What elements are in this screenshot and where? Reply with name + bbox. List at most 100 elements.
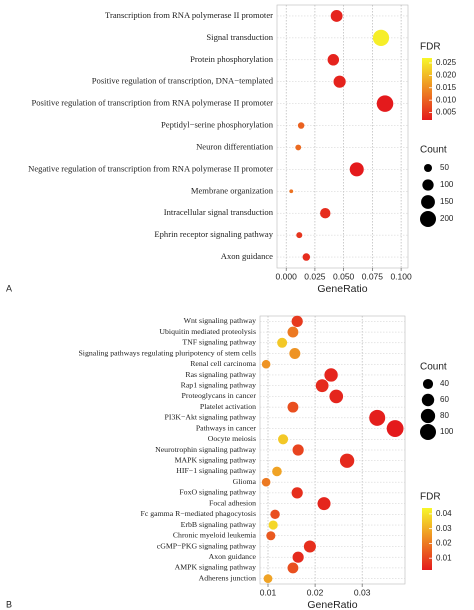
y-tick-label: Platelet activation [200,402,256,411]
x-tick-label: 0.03 [354,587,371,597]
bubble [324,368,338,382]
bubble [289,348,301,360]
size-legend-label: 100 [440,427,454,436]
y-tick-label: Axon guidance [209,552,257,561]
x-axis-title: GeneRatio [307,599,357,610]
color-bar [422,58,432,120]
bubble [369,409,386,426]
y-tick-label: Positive regulation of transcription, DN… [92,76,274,86]
y-tick-label: Neurotrophin signaling pathway [155,445,256,454]
size-legend-title: Count [420,145,447,156]
bubble [333,75,346,88]
size-legend-title: Count [420,362,447,373]
y-tick-label: Intracellular signal transduction [164,207,274,217]
y-tick-label: Transcription from RNA polymerase II pro… [105,10,273,20]
color-tick-label: 0.025 [436,58,457,67]
size-legend-key [421,393,435,407]
size-legend-key [421,195,435,209]
size-legend-label: 40 [440,379,449,388]
y-tick-label: Renal cell carcinoma [190,359,256,368]
y-tick-label: MAPK signaling pathway [175,456,257,465]
color-tick-label: 0.04 [436,509,452,518]
bubble [277,337,288,348]
bubble [376,95,394,112]
bubble [320,207,331,219]
color-tick-label: 0.005 [436,108,457,117]
size-legend-key [422,378,434,390]
y-tick-label: Positive regulation of transcription fro… [31,98,273,108]
bubble [287,326,299,338]
x-tick-label: 0.02 [307,587,324,597]
color-tick-label: 0.015 [436,83,457,92]
y-tick-label: FoxO signaling pathway [179,488,256,497]
color-tick-label: 0.02 [436,539,452,548]
y-tick-label: Peptidyl−serine phosphorylation [161,120,274,130]
size-legend-label: 80 [440,411,449,420]
bubble [292,444,304,456]
bubble [291,315,303,327]
y-tick-label: Ras signaling pathway [185,370,256,379]
y-tick-label: Membrane organization [191,185,274,195]
panel-label: B [6,599,12,609]
bubble [261,359,271,369]
bubble [266,531,276,541]
y-tick-label: ErbB signaling pathway [181,520,256,529]
y-tick-label: Glioma [233,477,257,486]
bubble [295,144,302,151]
bubble [287,562,299,574]
y-tick-label: Focal adhesion [209,498,256,507]
y-tick-label: Oocyte meiosis [208,434,256,443]
y-tick-label: Chronic myeloid leukemia [173,531,257,540]
x-tick-label: 0.075 [362,271,384,281]
bubble [303,540,316,553]
color-tick-label: 0.03 [436,524,452,533]
bubble [372,29,390,46]
x-axis-title: GeneRatio [317,283,367,295]
y-tick-label: Rap1 signaling pathway [181,380,256,389]
y-tick-label: Fc gamma R−mediated phagocytosis [141,509,256,518]
bubble [339,453,355,468]
color-legend-title: FDR [420,42,441,53]
y-tick-label: HIF−1 signaling pathway [176,466,256,475]
size-legend-label: 200 [440,214,454,223]
y-tick-label: Pathways in cancer [196,423,257,432]
bubble [315,379,329,393]
size-legend-label: 60 [440,395,449,404]
x-tick-label: 0.000 [276,271,298,281]
size-legend-label: 100 [440,180,454,189]
y-tick-label: Neuron differentiation [196,141,274,151]
x-tick-label: 0.01 [260,587,277,597]
bubble [297,122,305,129]
y-tick-label: Adherens junction [199,573,256,582]
bubble [270,509,280,520]
bubble [329,389,344,404]
y-tick-label: Signaling pathways regulating pluripoten… [78,348,256,357]
bubble [272,466,282,477]
bubble [263,574,273,584]
y-tick-label: cGMP−PKG signaling pathway [157,541,256,550]
size-legend-key [420,211,436,227]
plot-panel [276,4,409,269]
size-legend-label: 50 [440,163,449,172]
color-tick-label: 0.010 [436,95,457,104]
bubble [296,232,303,239]
y-tick-label: AMPK signaling pathway [175,563,257,572]
color-legend-title: FDR [420,492,441,503]
color-tick-label: 0.01 [436,553,452,562]
bubble [330,10,343,22]
bubble [302,253,311,261]
y-tick-label: Wnt signaling pathway [184,316,256,325]
bubble [287,401,299,413]
bubble [291,487,303,499]
color-bar [422,508,432,570]
y-tick-label: Protein phosphorylation [190,54,274,64]
x-tick-label: 0.100 [390,271,412,281]
y-tick-label: Proteoglycans in cancer [182,391,257,400]
bubble [268,520,278,530]
y-tick-label: Ephrin receptor signaling pathway [154,229,273,239]
size-legend-key [424,164,432,172]
size-legend-label: 150 [440,197,454,206]
y-tick-label: Axon guidance [221,251,273,261]
x-tick-label: 0.050 [333,271,355,281]
bubble [327,54,340,66]
